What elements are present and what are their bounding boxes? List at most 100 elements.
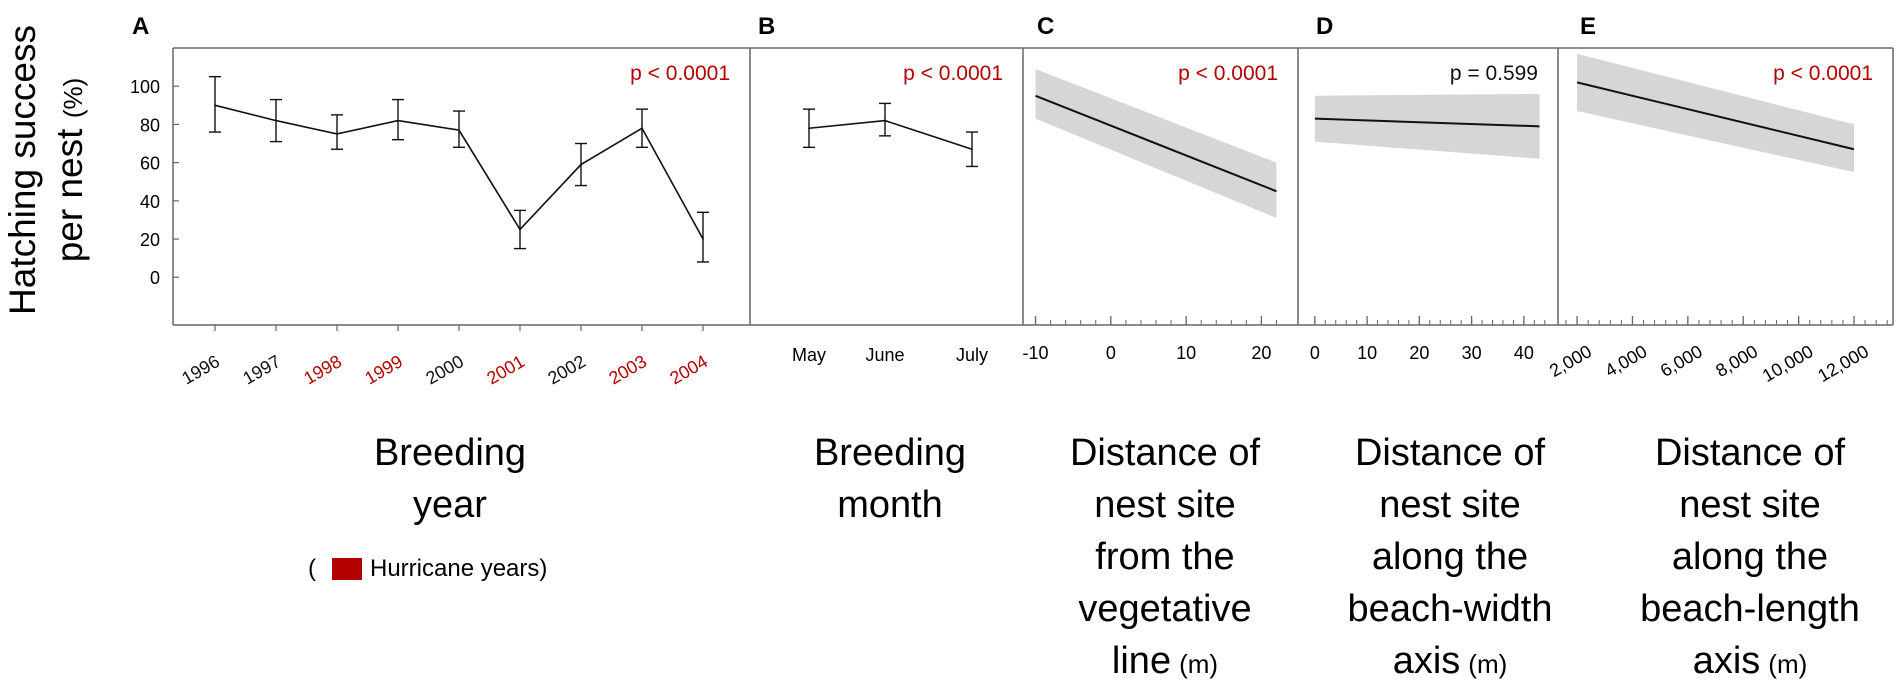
y-axis-title-line1: Hatching success <box>2 25 43 315</box>
panel-label-E: E <box>1580 13 1596 40</box>
fit-line-E <box>1576 81 1855 151</box>
p-value-C: p < 0.0001 <box>1178 62 1278 85</box>
x-axis-title-E-line-5: axis (m) <box>1693 640 1808 682</box>
y-tick-label-0: 0 <box>150 268 160 288</box>
x-axis-title-E-text-4: beach-length <box>1640 588 1860 630</box>
x-tick-label-May: May <box>792 345 826 365</box>
x-axis-title-D-line-3: along the <box>1372 536 1528 578</box>
y-tick-label-100: 100 <box>130 77 160 97</box>
x-axis-title-E-line-2: nest site <box>1679 484 1821 526</box>
x-axis-title-E-line-3: along the <box>1672 536 1828 578</box>
y-tick-label-60: 60 <box>140 154 160 174</box>
y-tick-label-80: 80 <box>140 115 160 135</box>
confidence-band-E <box>1577 53 1854 173</box>
x-axis-title-A-text-1: Breeding <box>374 432 526 474</box>
x-tick-label-C-2: 10 <box>1176 343 1196 363</box>
data-point-B-June <box>884 119 886 122</box>
p-value-D: p = 0.599 <box>1450 62 1538 85</box>
data-point-B-May <box>808 127 810 130</box>
x-axis-title-C-line-2: nest site <box>1094 484 1236 526</box>
x-tick-label-E-0: 2,000 <box>1546 341 1595 381</box>
x-axis-title-D-text-3: along the <box>1372 536 1528 578</box>
x-axis-title-D-text-1: Distance of <box>1355 432 1546 474</box>
x-axis-title-C-line-3: from the <box>1095 536 1234 578</box>
x-tick-label-2002: 2002 <box>544 351 589 388</box>
data-point-A-2002 <box>580 163 582 166</box>
fit-line-C <box>1035 94 1277 193</box>
x-tick-label-D-3: 30 <box>1462 343 1482 363</box>
x-tick-label-D-4: 40 <box>1514 343 1534 363</box>
x-axis-title-E-text-2: nest site <box>1679 484 1821 526</box>
x-axis-title-B-text-2: month <box>837 484 943 526</box>
x-axis-title-E-text-5: axis <box>1693 640 1761 682</box>
x-tick-label-1998: 1998 <box>300 351 345 388</box>
data-point-A-1997 <box>275 119 277 122</box>
x-axis-title-E-text-1: Distance of <box>1655 432 1846 474</box>
panel-A: Ap < 0.0001 Breeding year 0 20 40 60 80 100 1996 1… <box>130 13 730 526</box>
x-axis-title-E-text-3: along the <box>1672 536 1828 578</box>
x-tick-label-2003: 2003 <box>605 351 650 388</box>
panel-C: Cp < 0.0001 Distance of nest site from the v… <box>1022 13 1278 682</box>
y-axis-title-per-nest: per nest <box>49 128 90 262</box>
legend-swatch-hurricane <box>332 558 362 580</box>
x-tick-label-D-2: 20 <box>1409 343 1429 363</box>
x-tick-label-2004: 2004 <box>666 351 711 388</box>
panel-label-B: B <box>758 13 775 40</box>
x-axis-title-B-text-1: Breeding <box>814 432 966 474</box>
x-tick-label-E-1: 4,000 <box>1601 341 1650 381</box>
x-axis-title-C-text-5: line <box>1112 640 1171 682</box>
x-axis-title-A-text-2: year <box>413 484 487 526</box>
data-point-A-2004 <box>702 238 704 240</box>
x-axis-title-C-text-2: nest site <box>1094 484 1236 526</box>
panel-label-C: C <box>1037 13 1054 40</box>
x-axis-title-C-line-5: line (m) <box>1112 640 1218 682</box>
x-axis-title-A-line-2: year <box>413 484 487 526</box>
x-axis-title-D-line-2: nest site <box>1379 484 1521 526</box>
x-axis-unit-D: (m) <box>1468 649 1507 679</box>
x-axis-unit-C: (m) <box>1179 649 1218 679</box>
data-point-A-2003 <box>641 127 643 130</box>
data-point-A-2000 <box>458 129 460 131</box>
x-axis-title-D-line-4: beach-width <box>1348 588 1553 630</box>
x-axis-title-D-text-4: beach-width <box>1348 588 1553 630</box>
p-value-A: p < 0.0001 <box>630 62 730 85</box>
x-axis-title-E-line-4: beach-length <box>1640 588 1860 630</box>
data-point-A-1996 <box>214 104 216 107</box>
x-axis-title-B-line-1: Breeding <box>814 432 966 474</box>
x-tick-label-1996: 1996 <box>178 351 223 388</box>
x-axis-title-C-text-1: Distance of <box>1070 432 1261 474</box>
data-point-A-2001 <box>519 228 521 231</box>
y-tick-label-20: 20 <box>140 230 160 250</box>
p-value-B: p < 0.0001 <box>903 62 1003 85</box>
x-axis-title-C-line-1: Distance of <box>1070 432 1261 474</box>
y-axis-unit: (%) <box>58 78 88 118</box>
x-tick-label-C-1: 0 <box>1106 343 1116 363</box>
x-axis-title-E-line-1: Distance of <box>1655 432 1846 474</box>
x-axis-title-D-text-2: nest site <box>1379 484 1521 526</box>
x-tick-label-D-0: 0 <box>1310 343 1320 363</box>
x-tick-label-D-1: 10 <box>1357 343 1377 363</box>
x-axis-title-D-line-1: Distance of <box>1355 432 1546 474</box>
x-tick-label-E-5: 12,000 <box>1814 341 1872 386</box>
series-line-B <box>808 119 973 151</box>
legend-label: Hurricane years) <box>370 555 547 582</box>
panel-D: Dp = 0.599 Distance of nest site along the b… <box>1297 13 1553 682</box>
x-axis-unit-E: (m) <box>1768 649 1807 679</box>
panel-E: Ep < 0.0001 Distance of nest site along the… <box>1546 13 1888 682</box>
panel-label-D: D <box>1316 13 1333 40</box>
x-axis-title-A-line-1: Breeding <box>374 432 526 474</box>
x-axis-title-B-line-2: month <box>837 484 943 526</box>
x-tick-label-2001: 2001 <box>483 351 528 388</box>
x-tick-label-E-2: 6,000 <box>1657 341 1706 381</box>
x-axis-title-C-text-4: vegetative <box>1078 588 1251 630</box>
y-axis-title-line2-group: per nest (%) <box>49 78 90 263</box>
x-tick-label-E-4: 10,000 <box>1759 341 1817 386</box>
y-axis-title-line2: per nest (%) <box>49 78 90 263</box>
x-axis-title-D-text-5: axis <box>1393 640 1461 682</box>
x-tick-label-E-3: 8,000 <box>1712 341 1761 381</box>
x-tick-label-2000: 2000 <box>422 351 467 388</box>
fit-line-D <box>1314 117 1540 128</box>
data-point-A-1998 <box>336 133 338 135</box>
